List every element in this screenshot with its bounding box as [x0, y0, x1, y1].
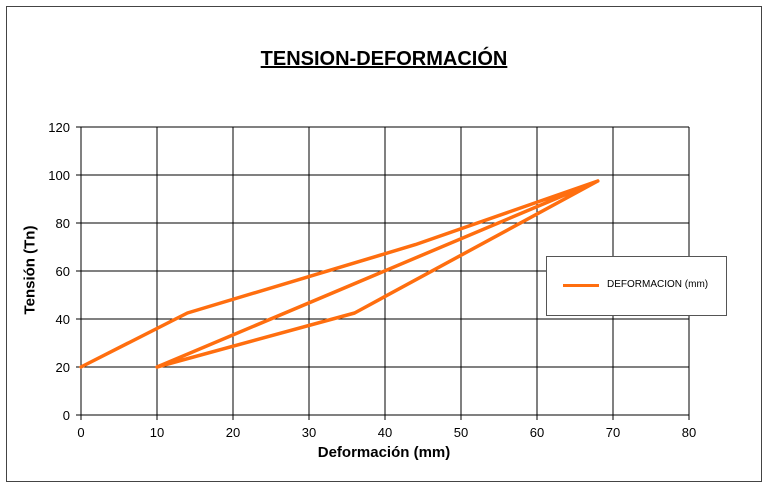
x-tick-label: 40 [378, 425, 392, 440]
x-tick-label: 30 [302, 425, 316, 440]
x-tick-label: 80 [682, 425, 696, 440]
x-tick-label: 0 [77, 425, 84, 440]
y-tick-label: 0 [63, 408, 70, 423]
x-tick-label: 50 [454, 425, 468, 440]
chart-frame [6, 6, 762, 482]
y-tick-label: 20 [56, 360, 70, 375]
y-axis-label: Tensión (Tn) [21, 225, 39, 315]
chart-title: TENSION-DEFORMACIÓN [260, 48, 508, 70]
x-tick-label: 20 [226, 425, 240, 440]
y-tick-label: 100 [48, 168, 70, 183]
y-axis-ticks: 0 20 40 60 80 100 120 [48, 120, 70, 423]
y-tick-label: 60 [56, 264, 70, 279]
x-axis-label: Deformación (mm) [317, 444, 451, 461]
x-tick-label: 60 [530, 425, 544, 440]
legend-swatch [563, 284, 599, 287]
y-tick-label: 40 [56, 312, 70, 327]
legend-label: DEFORMACION (mm) [607, 279, 709, 290]
y-tick-label: 120 [48, 120, 70, 135]
legend: DEFORMACION (mm) [546, 256, 727, 316]
x-axis-ticks: 0 10 20 30 40 50 60 70 80 [77, 425, 696, 440]
series-group [79, 179, 600, 369]
series-line [79, 179, 600, 369]
x-tick-label: 10 [150, 425, 164, 440]
x-tick-label: 70 [606, 425, 620, 440]
y-tick-label: 80 [56, 216, 70, 231]
